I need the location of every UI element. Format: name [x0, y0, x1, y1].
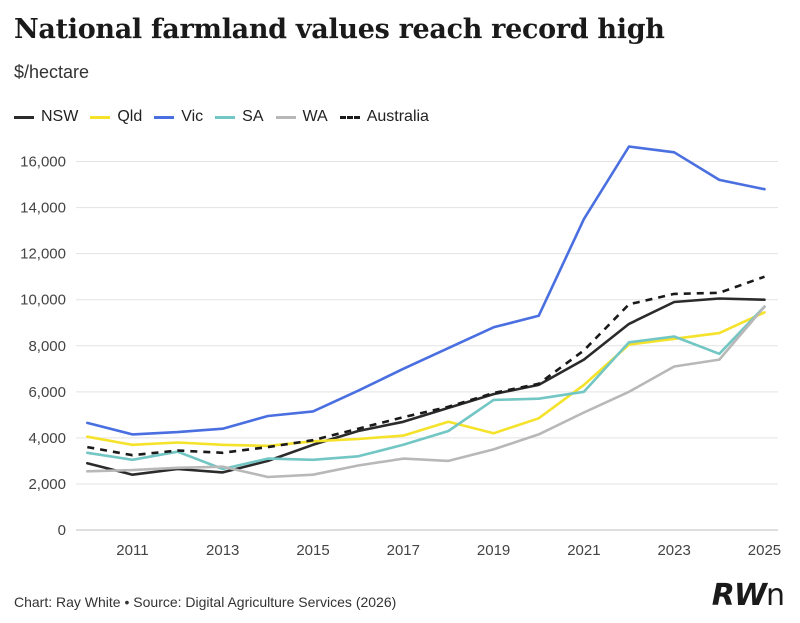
x-tick-label: 2019 [477, 542, 510, 559]
legend-item-wa: WA [275, 108, 328, 126]
series-line-vic [86, 145, 766, 436]
series-line-wa [86, 305, 766, 479]
legend-swatch [275, 115, 296, 119]
legend-label: WA [302, 108, 328, 125]
y-tick-label: 12,000 [20, 246, 66, 263]
legend-item-vic: Vic [154, 108, 203, 126]
y-axis-ticks: 0 2,000 4,000 6,000 8,000 10,000 12,000 14,000 1… [20, 154, 66, 539]
legend-label: Australia [366, 108, 429, 125]
x-tick-label: 2021 [567, 542, 600, 559]
footer-separator: • [124, 594, 130, 610]
legend-swatch [154, 115, 175, 119]
x-axis-ticks: 2011 2013 2015 2017 2019 2021 2023 2025 [116, 542, 781, 559]
x-tick-label: 2013 [206, 542, 239, 559]
y-tick-label: 8,000 [28, 338, 66, 355]
series-line-qld [86, 311, 766, 448]
y-tick-label: 14,000 [20, 200, 66, 217]
y-tick-label: 2,000 [28, 476, 66, 493]
chart-source: Source: Digital Agriculture Services (20… [133, 594, 397, 610]
gridlines [76, 161, 778, 531]
y-tick-label: 0 [58, 522, 66, 539]
legend-item-qld: Qld [90, 108, 142, 126]
legend-label: NSW [41, 108, 79, 125]
legend-item-nsw: NSW [14, 108, 78, 126]
legend-swatch [339, 115, 360, 119]
legend-swatch [90, 115, 111, 119]
legend-item-sa: SA [215, 108, 264, 126]
y-tick-label: 16,000 [20, 154, 66, 171]
x-tick-label: 2025 [748, 542, 781, 559]
legend-item-australia: Australia [339, 108, 429, 126]
x-tick-label: 2011 [116, 542, 148, 559]
chart-credit: Chart: Ray White [14, 594, 121, 610]
chart-legend: NSW Qld Vic SA WA Australia [14, 108, 441, 126]
x-tick-label: 2023 [657, 542, 690, 559]
chart-title: National farmland values reach record hi… [14, 14, 665, 45]
chart-footer: Chart: Ray White • Source: Digital Agric… [14, 594, 396, 610]
legend-swatch [14, 115, 34, 119]
series-line-sa [86, 305, 766, 471]
y-tick-label: 6,000 [28, 384, 66, 401]
logo-main: RW [711, 578, 767, 613]
x-tick-label: 2015 [296, 542, 329, 559]
legend-swatch [215, 115, 236, 119]
legend-label: SA [242, 108, 264, 125]
chart-subtitle: $/hectare [14, 62, 90, 82]
y-tick-label: 10,000 [20, 292, 66, 309]
x-tick-label: 2017 [387, 542, 420, 559]
y-tick-label: 4,000 [28, 430, 66, 447]
series-line-nsw [86, 297, 766, 477]
legend-label: Qld [117, 108, 143, 125]
ray-white-logo: RWn [711, 578, 785, 613]
legend-label: Vic [181, 108, 204, 125]
logo-suffix: n [765, 578, 785, 613]
series-lines [86, 145, 766, 479]
series-line-australia [87, 275, 765, 457]
